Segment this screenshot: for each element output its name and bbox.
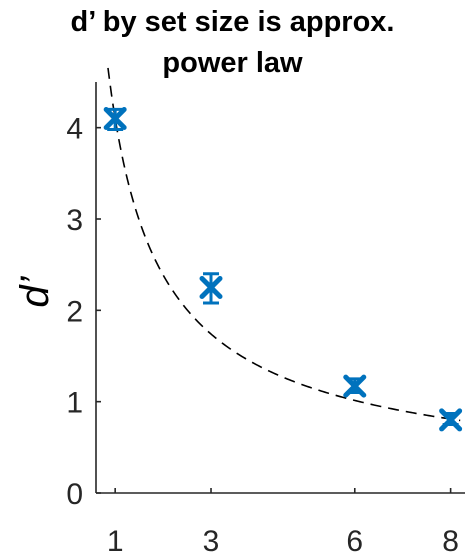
power-law-fit-line (107, 67, 461, 422)
chart-title-line-1: d’ by set size is approx. (70, 6, 395, 38)
y-tick-label: 2 (66, 295, 83, 328)
x-marker (439, 408, 463, 432)
data-point (439, 408, 463, 432)
axes (95, 82, 465, 494)
data-point (343, 374, 367, 398)
x-tick-label: 1 (107, 525, 124, 554)
y-tick-label: 1 (66, 387, 83, 420)
y-tick-label: 3 (66, 204, 83, 237)
x-tick-label: 6 (346, 525, 363, 554)
x-marker (343, 374, 367, 398)
data-point (199, 272, 223, 305)
data-point (103, 107, 127, 131)
x-marker (199, 276, 223, 299)
y-axis-label: d’ (13, 275, 57, 307)
x-tick-label: 8 (442, 525, 459, 554)
data-points (103, 107, 463, 432)
x-tick-label: 3 (203, 525, 220, 554)
x-marker (103, 107, 127, 131)
chart-title-line-2: power law (162, 47, 303, 79)
y-tick-label: 4 (66, 113, 83, 146)
y-tick-label: 0 (66, 478, 83, 511)
